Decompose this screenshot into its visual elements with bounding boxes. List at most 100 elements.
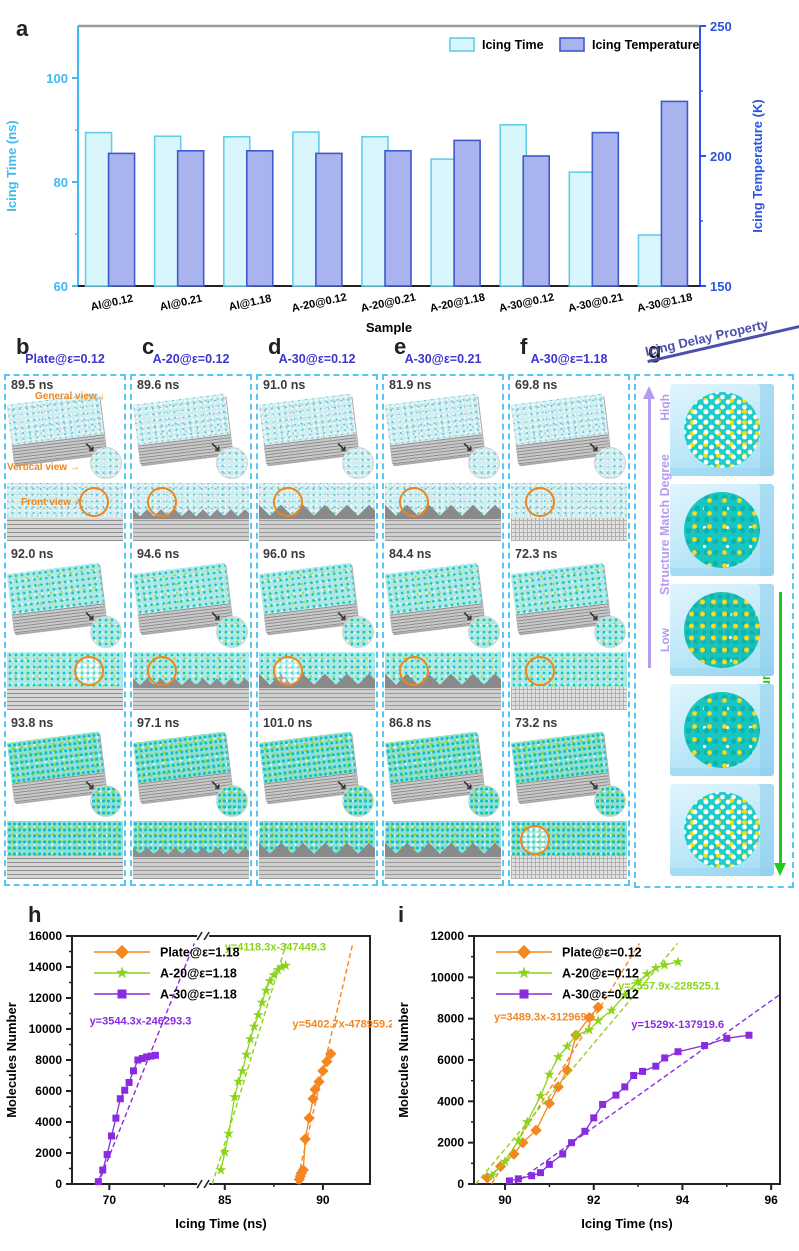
svg-text:★: ★ [583, 1022, 596, 1038]
svg-text:y=1529x-137919.6: y=1529x-137919.6 [631, 1019, 724, 1031]
zoom-arrow-icon: ↘ [462, 777, 473, 792]
nucleus-circle-annotation [398, 487, 429, 517]
snapshot-group: 72.3 ns ↘ [510, 546, 627, 714]
sample-title: A-30@ε=0.12 [278, 352, 356, 366]
snapshot-group: 84.4 ns ↘ [384, 546, 501, 714]
bar-chart-panel-a: 60 80 100 150 200 250 Al@0.12 Al@0.21 Al@1.18 A-2… [0, 4, 799, 338]
zoom-arrow-icon: ↘ [336, 777, 347, 792]
nucleus-circle-annotation [272, 487, 303, 517]
svg-text:10000: 10000 [29, 1022, 63, 1036]
nucleus-circle-annotation [520, 825, 551, 855]
snapshot-columns: b Plate@ε=0.12 89.5 ns ↘ General view ↓ Verti… [0, 334, 799, 890]
svg-text:y=2557.9x-228525.1: y=2557.9x-228525.1 [618, 981, 720, 993]
sample-title: A-30@ε=0.21 [404, 352, 482, 366]
vertical-view-inset [594, 785, 626, 817]
time-label: 73.2 ns [515, 716, 558, 730]
front-view-image [385, 821, 501, 879]
panel-i-label: i [398, 902, 405, 927]
general-view-image: 84.4 ns ↘ [384, 546, 501, 650]
vertical-view-inset [468, 785, 500, 817]
substrate-layer [7, 686, 123, 710]
vertical-view-inset [216, 447, 248, 479]
substrate-layer [385, 842, 501, 879]
svg-text:A-20@0.21: A-20@0.21 [360, 291, 417, 314]
substrate-layer [511, 686, 627, 710]
svg-text:y=3489.3x-312969.1: y=3489.3x-312969.1 [494, 1012, 596, 1024]
svg-text:0: 0 [457, 1177, 464, 1191]
surface-energy-arrow-icon [774, 592, 786, 876]
zoom-arrow-icon: ↘ [588, 608, 599, 623]
substrate-layer [7, 855, 123, 879]
svg-text:★: ★ [252, 1007, 265, 1023]
zoom-arrow-icon: ↘ [588, 439, 599, 454]
time-label: 93.8 ns [11, 716, 54, 730]
time-label: 101.0 ns [263, 716, 313, 730]
vertical-view-inset [342, 616, 374, 648]
vertical-view-inset [216, 616, 248, 648]
ice-nucleus-sphere [684, 392, 760, 468]
sample-title: A-30@ε=1.18 [530, 352, 608, 366]
svg-text:★: ★ [543, 1066, 556, 1082]
svg-text:Molecules Number: Molecules Number [4, 1002, 19, 1118]
svg-text:96: 96 [764, 1193, 778, 1207]
panel-a-label: a [16, 16, 29, 41]
snapshot-box: 91.0 ns ↘ 96.0 ns ↘ 101.0 ns ↘ [256, 374, 378, 886]
nucleus-circle-annotation [146, 656, 177, 686]
vertical-view-inset [468, 616, 500, 648]
svg-text:★: ★ [650, 960, 663, 976]
zoom-arrow-icon: ↘ [210, 608, 221, 623]
time-label: 69.8 ns [515, 378, 558, 392]
general-view-image: 81.9 ns ↘ [384, 377, 501, 481]
panel-c-label: c [142, 334, 155, 359]
svg-text:★: ★ [256, 994, 269, 1010]
svg-text:6000: 6000 [437, 1053, 464, 1067]
svg-text:★: ★ [570, 1027, 583, 1043]
time-label: 91.0 ns [263, 378, 306, 392]
time-label: 86.8 ns [389, 716, 432, 730]
time-label: 81.9 ns [389, 378, 432, 392]
svg-text:Al@0.21: Al@0.21 [159, 293, 204, 314]
vertical-view-inset [594, 616, 626, 648]
svg-text:★: ★ [552, 1048, 565, 1064]
svg-text:y=3544.3x-246293.3: y=3544.3x-246293.3 [90, 1015, 192, 1027]
general-view-image: 97.1 ns ↘ [132, 715, 249, 819]
substrate-layer [259, 504, 375, 541]
general-view-image: 93.8 ns ↘ [6, 715, 123, 819]
general-view-image: 91.0 ns ↘ [258, 377, 375, 481]
substrate-layer [133, 508, 249, 541]
svg-text:Icing Time (ns): Icing Time (ns) [581, 1216, 673, 1231]
snapshot-box: 81.9 ns ↘ 84.4 ns ↘ 86.8 ns ↘ [382, 374, 504, 886]
front-view-image [259, 652, 375, 710]
svg-text:Icing Time (ns): Icing Time (ns) [4, 120, 19, 212]
svg-text:Plate@ε=1.18: Plate@ε=1.18 [160, 946, 240, 960]
svg-text:★: ★ [244, 1031, 257, 1047]
svg-text:★: ★ [260, 982, 273, 998]
svg-text:Icing Temperature: Icing Temperature [592, 38, 699, 52]
svg-text:★: ★ [672, 953, 685, 969]
vertical-view-inset [468, 447, 500, 479]
zoom-arrow-icon: ↘ [84, 777, 95, 792]
front-view-image [259, 821, 375, 879]
zoom-arrow-icon: ↘ [336, 608, 347, 623]
general-view-image: 69.8 ns ↘ [510, 377, 627, 481]
snapshot-group: 92.0 ns ↘ [6, 546, 123, 714]
front-view-image [511, 483, 627, 541]
svg-text:★: ★ [499, 1153, 512, 1169]
svg-text:★: ★ [632, 973, 645, 989]
ice-nucleus-sphere [684, 792, 760, 868]
substrate-layer [511, 855, 627, 879]
snapshot-box: 69.8 ns ↘ 72.3 ns ↘ 73.2 ns ↘ [508, 374, 630, 886]
snapshot-group: 96.0 ns ↘ [258, 546, 375, 714]
nucleus-circle-annotation [398, 656, 429, 686]
svg-text:Al@1.18: Al@1.18 [228, 293, 273, 314]
svg-text:Molecules Number: Molecules Number [396, 1002, 411, 1118]
svg-text:★: ★ [485, 1167, 498, 1183]
time-label: 92.0 ns [11, 547, 54, 561]
svg-text:2000: 2000 [35, 1146, 62, 1160]
snapshot-group: 91.0 ns ↘ [258, 377, 375, 545]
svg-text:Icing Time: Icing Time [482, 38, 544, 52]
nucleus-circle-annotation [74, 656, 105, 686]
substrate-layer [511, 517, 627, 541]
general-view-image: 89.6 ns ↘ [132, 377, 249, 481]
